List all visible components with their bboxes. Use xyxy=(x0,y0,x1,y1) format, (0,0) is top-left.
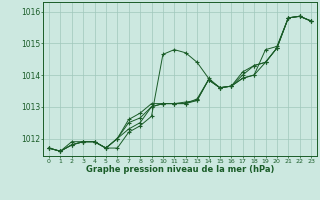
X-axis label: Graphe pression niveau de la mer (hPa): Graphe pression niveau de la mer (hPa) xyxy=(86,165,274,174)
